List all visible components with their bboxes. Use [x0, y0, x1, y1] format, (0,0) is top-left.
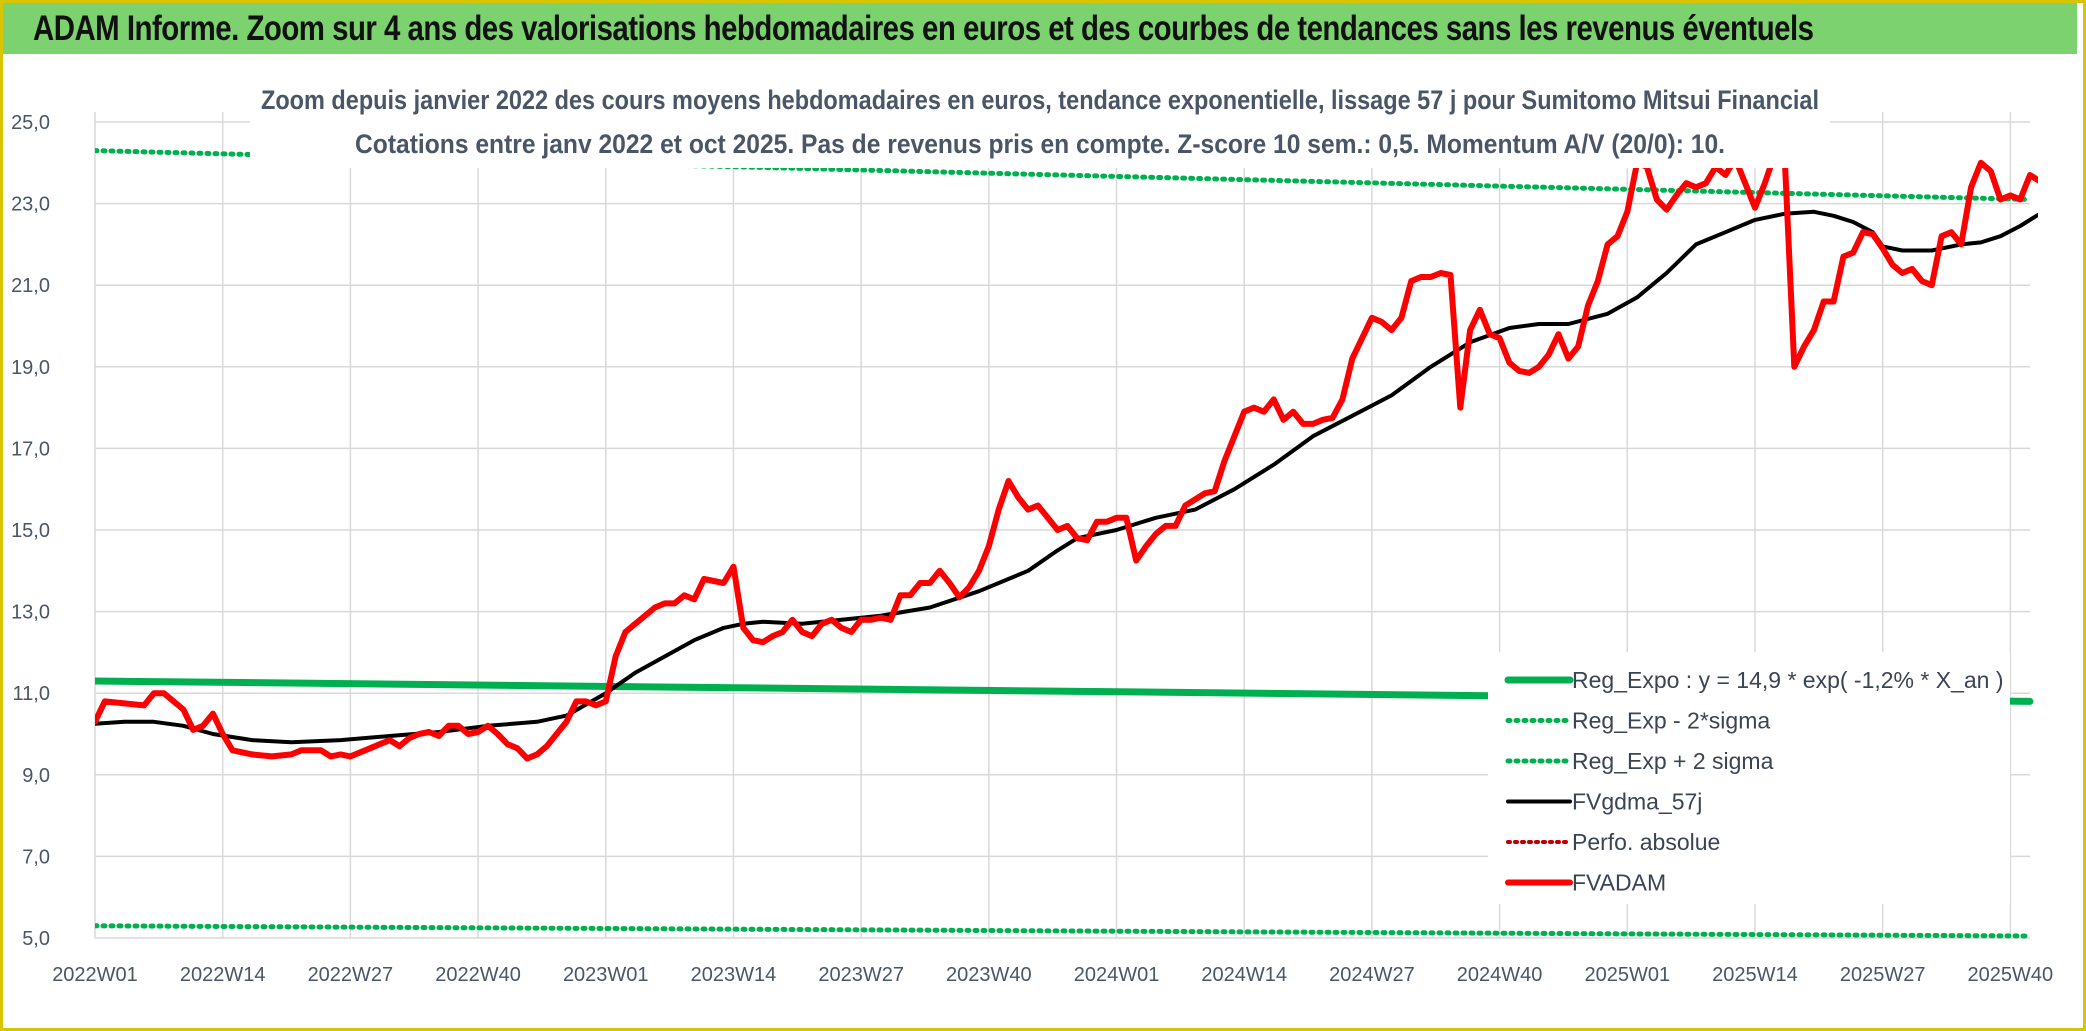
series-reg-exp-minus-2sigma: [95, 923, 2033, 939]
chart-title: Zoom depuis janvier 2022 des cours moyen…: [250, 76, 1830, 168]
legend-label: FVADAM: [1572, 870, 1666, 896]
x-tick-label: 2024W14: [1201, 964, 1287, 986]
y-tick-label: 19,0: [11, 357, 50, 379]
legend-label: Reg_Exp + 2 sigma: [1572, 748, 1774, 774]
x-tick-label: 2025W01: [1584, 964, 1670, 986]
x-tick-label: 2025W14: [1712, 964, 1798, 986]
y-tick-label: 21,0: [11, 275, 50, 297]
x-tick-label: 2025W27: [1840, 964, 1926, 986]
x-tick-label: 2023W40: [946, 964, 1032, 986]
legend-label: Perfo. absolue: [1572, 829, 1720, 855]
y-tick-label: 13,0: [11, 602, 50, 624]
x-tick-label: 2022W14: [180, 964, 266, 986]
x-tick-label: 2023W14: [691, 964, 777, 986]
x-tick-label: 2024W40: [1457, 964, 1543, 986]
legend-box: [1488, 652, 2010, 904]
x-tick-label: 2022W40: [435, 964, 521, 986]
y-tick-label: 11,0: [13, 683, 50, 705]
series-fvadam: [95, 147, 2038, 762]
chart-title-line-2: Cotations entre janv 2022 et oct 2025. P…: [355, 129, 1725, 159]
y-tick-label: 15,0: [11, 520, 50, 542]
legend-label: FVgdma_57j: [1572, 789, 1702, 815]
series-fvgdma-57j: [95, 209, 2038, 745]
report-banner: ADAM Informe. Zoom sur 4 ans des valoris…: [3, 3, 2077, 54]
axes: 25,0 23,0 21,0 19,0 17,0 15,0 13,0 11,0 9,0 7,0 5,…: [11, 112, 2053, 986]
x-tick-label: 2023W01: [563, 964, 649, 986]
y-tick-label: 23,0: [11, 194, 50, 216]
y-tick-label: 7,0: [22, 846, 50, 868]
y-tick-label: 17,0: [11, 438, 50, 460]
y-tick-label: 5,0: [22, 928, 50, 950]
legend: Reg_Expo : y = 14,9 * exp( -1,2% * X_an …: [1488, 652, 2010, 904]
legend-label: Reg_Expo : y = 14,9 * exp( -1,2% * X_an …: [1572, 667, 2004, 693]
x-tick-label: 2022W01: [52, 964, 138, 986]
title-backdrop: [250, 76, 1830, 168]
legend-label: Reg_Exp - 2*sigma: [1572, 708, 1770, 734]
x-tick-label: 2022W27: [308, 964, 394, 986]
x-tick-label: 2024W01: [1074, 964, 1160, 986]
chart-title-line-1: Zoom depuis janvier 2022 des cours moyen…: [261, 85, 1819, 115]
x-tick-label: 2025W40: [1968, 964, 2054, 986]
banner-title: ADAM Informe. Zoom sur 4 ans des valoris…: [33, 9, 1814, 48]
y-tick-label: 9,0: [22, 765, 50, 787]
x-tick-label: 2024W27: [1329, 964, 1415, 986]
x-tick-label: 2023W27: [818, 964, 904, 986]
y-tick-label: 25,0: [11, 112, 50, 134]
